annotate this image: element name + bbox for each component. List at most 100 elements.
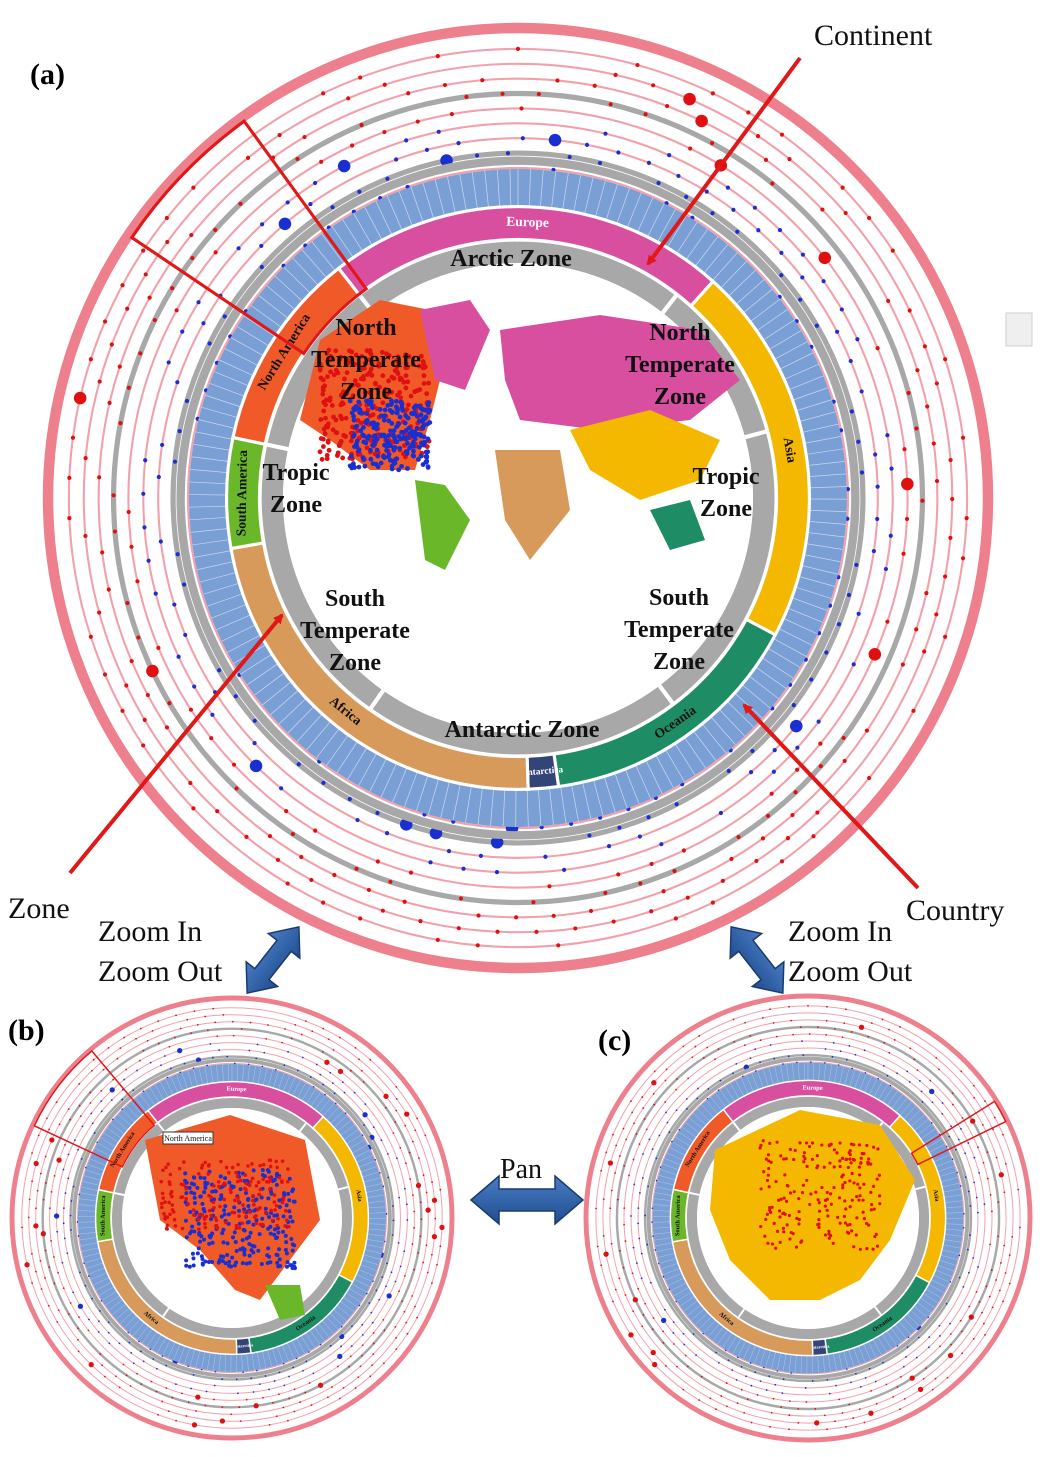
data-dot bbox=[888, 1052, 890, 1054]
city-dot bbox=[200, 1254, 204, 1258]
data-dot bbox=[905, 1356, 907, 1358]
data-dot bbox=[372, 1322, 374, 1324]
data-dot bbox=[71, 1200, 73, 1202]
scroll-handle[interactable] bbox=[1006, 313, 1032, 346]
data-dot bbox=[385, 177, 389, 181]
data-dot bbox=[819, 764, 823, 768]
city-dot bbox=[399, 464, 404, 469]
data-dot bbox=[750, 1057, 752, 1059]
data-dot bbox=[459, 896, 463, 900]
data-dot bbox=[646, 1128, 648, 1130]
city-dot bbox=[197, 1232, 201, 1236]
city-dot bbox=[220, 1231, 224, 1235]
data-dot bbox=[381, 909, 385, 913]
city-dot bbox=[829, 1234, 832, 1237]
data-dot bbox=[910, 1375, 915, 1380]
data-dot bbox=[519, 106, 523, 110]
data-dot bbox=[757, 1394, 759, 1396]
panel-label-c: (c) bbox=[598, 1024, 631, 1057]
data-dot bbox=[175, 380, 179, 384]
city-dot bbox=[388, 428, 393, 433]
city-dot bbox=[830, 1203, 833, 1206]
data-dot bbox=[344, 1092, 346, 1094]
data-dot bbox=[140, 1350, 142, 1352]
data-dot bbox=[431, 1181, 433, 1183]
data-dot bbox=[170, 1068, 172, 1070]
city-dot bbox=[199, 1194, 203, 1198]
data-dot bbox=[662, 1331, 664, 1333]
city-dot bbox=[224, 1261, 228, 1265]
data-dot bbox=[961, 556, 965, 560]
data-dot bbox=[439, 1245, 441, 1247]
data-dot bbox=[272, 1402, 274, 1404]
data-dot bbox=[45, 1182, 47, 1184]
data-dot bbox=[120, 709, 124, 713]
data-dot bbox=[932, 1389, 934, 1391]
data-dot bbox=[476, 913, 480, 917]
data-dot bbox=[902, 447, 906, 451]
city-dot bbox=[378, 407, 383, 412]
data-dot bbox=[731, 208, 735, 212]
city-dot bbox=[338, 414, 343, 419]
city-dot bbox=[184, 1258, 188, 1262]
data-dot bbox=[787, 157, 791, 161]
data-dot bbox=[420, 1218, 422, 1220]
data-dot bbox=[143, 718, 147, 722]
data-dot bbox=[631, 1112, 633, 1114]
city-dot bbox=[766, 1179, 769, 1182]
data-dot bbox=[283, 1385, 285, 1387]
data-dot bbox=[641, 1253, 643, 1255]
city-dot bbox=[275, 1253, 279, 1257]
city-dot bbox=[335, 453, 340, 458]
city-dot bbox=[826, 1191, 829, 1194]
data-dot bbox=[915, 368, 919, 372]
zone-callout: Zone bbox=[8, 892, 70, 925]
data-dot bbox=[104, 1376, 106, 1378]
data-dot bbox=[672, 869, 676, 873]
city-dot bbox=[205, 1215, 209, 1219]
data-dot bbox=[215, 809, 219, 813]
city-dot bbox=[274, 1236, 278, 1240]
data-dot bbox=[383, 1362, 385, 1364]
data-dot bbox=[351, 1345, 353, 1347]
data-dot bbox=[330, 205, 334, 209]
data-dot bbox=[916, 1357, 918, 1359]
city-dot bbox=[365, 418, 370, 423]
data-dot bbox=[705, 190, 709, 194]
data-dot bbox=[637, 1207, 639, 1209]
data-dot bbox=[40, 1173, 42, 1175]
data-dot bbox=[388, 880, 392, 884]
city-dot bbox=[258, 1164, 262, 1168]
city-dot bbox=[338, 441, 343, 446]
data-dot bbox=[669, 1131, 671, 1133]
city-dot bbox=[768, 1142, 771, 1145]
data-dot bbox=[968, 1272, 970, 1274]
data-dot bbox=[991, 1211, 993, 1213]
data-dot bbox=[263, 1052, 265, 1054]
data-dot bbox=[130, 659, 134, 663]
data-dot bbox=[237, 1392, 239, 1394]
data-dot bbox=[795, 768, 799, 772]
data-dot bbox=[714, 1058, 716, 1060]
data-dot bbox=[395, 1086, 397, 1088]
city-dot bbox=[227, 1181, 231, 1185]
city-dot bbox=[422, 381, 427, 386]
city-dot bbox=[223, 1182, 227, 1186]
city-dot bbox=[160, 1202, 164, 1206]
data-dot bbox=[181, 1392, 183, 1394]
data-dot bbox=[664, 1309, 666, 1311]
data-dot bbox=[63, 1169, 65, 1171]
continent-label: Europe bbox=[226, 1085, 246, 1093]
data-dot bbox=[948, 1353, 953, 1358]
data-dot bbox=[826, 1006, 828, 1008]
data-dot bbox=[848, 1404, 850, 1406]
data-dot bbox=[788, 1006, 790, 1008]
data-dot bbox=[642, 1177, 644, 1179]
data-dot bbox=[362, 1112, 367, 1117]
city-dot bbox=[866, 1162, 869, 1165]
data-dot bbox=[840, 1050, 842, 1052]
data-dot bbox=[425, 1207, 430, 1212]
city-dot bbox=[179, 1196, 183, 1200]
city-dot bbox=[273, 1200, 277, 1204]
data-dot bbox=[900, 1376, 902, 1378]
